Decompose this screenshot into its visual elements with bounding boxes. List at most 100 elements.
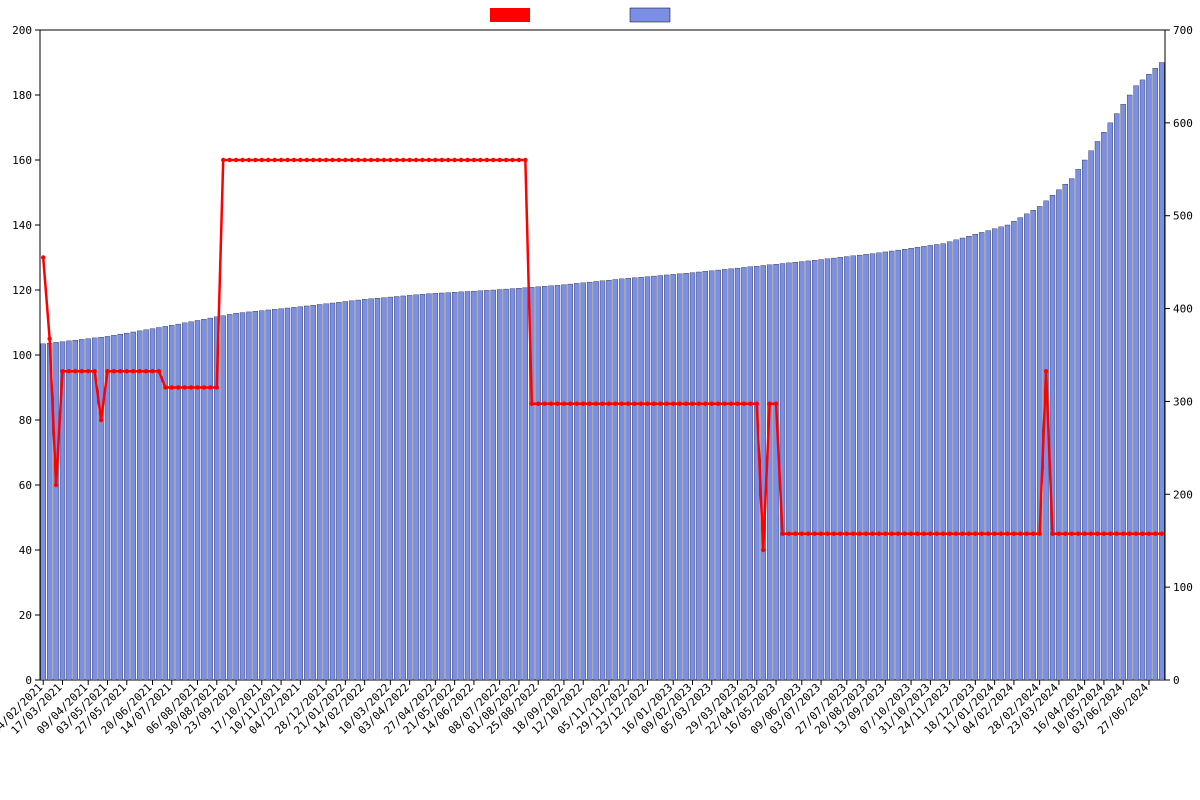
chart-svg: 0204060801001201401601802000100200300400…: [0, 0, 1200, 800]
bar: [619, 279, 624, 680]
line-marker: [1102, 532, 1106, 536]
bar: [150, 329, 155, 680]
bar: [561, 285, 566, 680]
line-marker: [671, 402, 675, 406]
line-marker: [1012, 532, 1016, 536]
line-marker: [787, 532, 791, 536]
bar: [639, 277, 644, 680]
ytick-left-label: 80: [19, 414, 32, 427]
line-marker: [285, 158, 289, 162]
line-marker: [530, 402, 534, 406]
bar: [1121, 104, 1126, 680]
line-marker: [485, 158, 489, 162]
line-marker: [716, 402, 720, 406]
bar: [452, 292, 457, 680]
bar: [375, 298, 380, 680]
line-marker: [324, 158, 328, 162]
ytick-left-label: 20: [19, 609, 32, 622]
bar: [381, 298, 386, 680]
line-marker: [465, 158, 469, 162]
line-marker: [247, 158, 251, 162]
line-marker: [1063, 532, 1067, 536]
bar: [446, 293, 451, 680]
line-marker: [1076, 532, 1080, 536]
line-marker: [697, 402, 701, 406]
line-marker: [954, 532, 958, 536]
legend-line-swatch: [490, 8, 530, 22]
line-marker: [748, 402, 752, 406]
line-marker: [523, 158, 527, 162]
bar: [748, 267, 753, 680]
bar: [491, 290, 496, 680]
bar: [651, 276, 656, 680]
bar: [1076, 169, 1081, 680]
bar: [1031, 210, 1036, 680]
line-marker: [870, 532, 874, 536]
line-marker: [343, 158, 347, 162]
bar: [420, 294, 425, 680]
bar: [1024, 214, 1029, 680]
line-marker: [86, 369, 90, 373]
line-marker: [549, 402, 553, 406]
bar: [1146, 74, 1151, 680]
bar: [433, 293, 438, 680]
line-marker: [388, 158, 392, 162]
bar: [684, 273, 689, 680]
bar: [369, 299, 374, 680]
line-marker: [825, 532, 829, 536]
bar: [581, 283, 586, 680]
line-marker: [182, 385, 186, 389]
bar: [857, 255, 862, 680]
line-marker: [1089, 532, 1093, 536]
bar: [414, 295, 419, 680]
bar: [729, 269, 734, 680]
bar: [298, 307, 303, 680]
bar: [645, 277, 650, 680]
line-marker: [80, 369, 84, 373]
line-marker: [144, 369, 148, 373]
line-marker: [125, 369, 129, 373]
line-marker: [234, 158, 238, 162]
legend-bar-swatch: [630, 8, 670, 22]
line-marker: [973, 532, 977, 536]
bar: [664, 275, 669, 680]
line-marker: [272, 158, 276, 162]
bar: [934, 245, 939, 681]
line-marker: [626, 402, 630, 406]
line-marker: [632, 402, 636, 406]
ytick-left-label: 160: [12, 154, 32, 167]
line-marker: [767, 402, 771, 406]
bar: [864, 254, 869, 680]
line-marker: [1134, 532, 1138, 536]
bar: [1037, 206, 1042, 680]
line-marker: [440, 158, 444, 162]
line-marker: [73, 369, 77, 373]
line-marker: [594, 402, 598, 406]
line-marker: [729, 402, 733, 406]
line-marker: [478, 158, 482, 162]
bar: [131, 332, 136, 680]
bar: [516, 288, 521, 680]
ytick-left-label: 180: [12, 89, 32, 102]
ytick-left-label: 200: [12, 24, 32, 37]
line-marker: [452, 158, 456, 162]
line-marker: [658, 402, 662, 406]
line-marker: [298, 158, 302, 162]
bar: [767, 265, 772, 680]
bar: [1140, 80, 1145, 680]
line-marker: [890, 532, 894, 536]
line-marker: [208, 385, 212, 389]
bar: [465, 291, 470, 680]
line-marker: [510, 158, 514, 162]
line-marker: [279, 158, 283, 162]
line-marker: [690, 402, 694, 406]
bar: [144, 330, 149, 680]
bar: [388, 297, 393, 680]
bar: [626, 278, 631, 680]
line-marker: [947, 532, 951, 536]
line-marker: [369, 158, 373, 162]
bar: [966, 236, 971, 680]
bar: [66, 341, 71, 680]
bar: [1159, 63, 1164, 681]
line-marker: [980, 532, 984, 536]
